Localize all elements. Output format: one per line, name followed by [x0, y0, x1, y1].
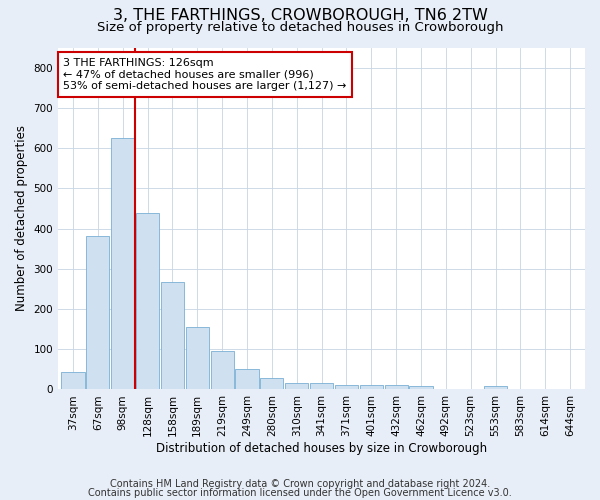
Bar: [285, 383, 308, 390]
Bar: [335, 386, 358, 390]
X-axis label: Distribution of detached houses by size in Crowborough: Distribution of detached houses by size …: [156, 442, 487, 455]
Bar: [185, 327, 209, 390]
Text: Contains public sector information licensed under the Open Government Licence v3: Contains public sector information licen…: [88, 488, 512, 498]
Bar: [359, 386, 383, 390]
Bar: [385, 386, 407, 390]
Bar: [260, 378, 283, 390]
Bar: [111, 138, 134, 390]
Text: 3 THE FARTHINGS: 126sqm
← 47% of detached houses are smaller (996)
53% of semi-d: 3 THE FARTHINGS: 126sqm ← 47% of detache…: [64, 58, 347, 91]
Text: Contains HM Land Registry data © Crown copyright and database right 2024.: Contains HM Land Registry data © Crown c…: [110, 479, 490, 489]
Bar: [409, 386, 433, 390]
Bar: [310, 383, 333, 390]
Bar: [235, 368, 259, 390]
Bar: [484, 386, 507, 390]
Text: 3, THE FARTHINGS, CROWBOROUGH, TN6 2TW: 3, THE FARTHINGS, CROWBOROUGH, TN6 2TW: [113, 8, 487, 22]
Bar: [136, 213, 159, 390]
Bar: [161, 282, 184, 390]
Bar: [211, 351, 233, 390]
Y-axis label: Number of detached properties: Number of detached properties: [15, 126, 28, 312]
Bar: [86, 236, 109, 390]
Bar: [61, 372, 85, 390]
Text: Size of property relative to detached houses in Crowborough: Size of property relative to detached ho…: [97, 21, 503, 34]
